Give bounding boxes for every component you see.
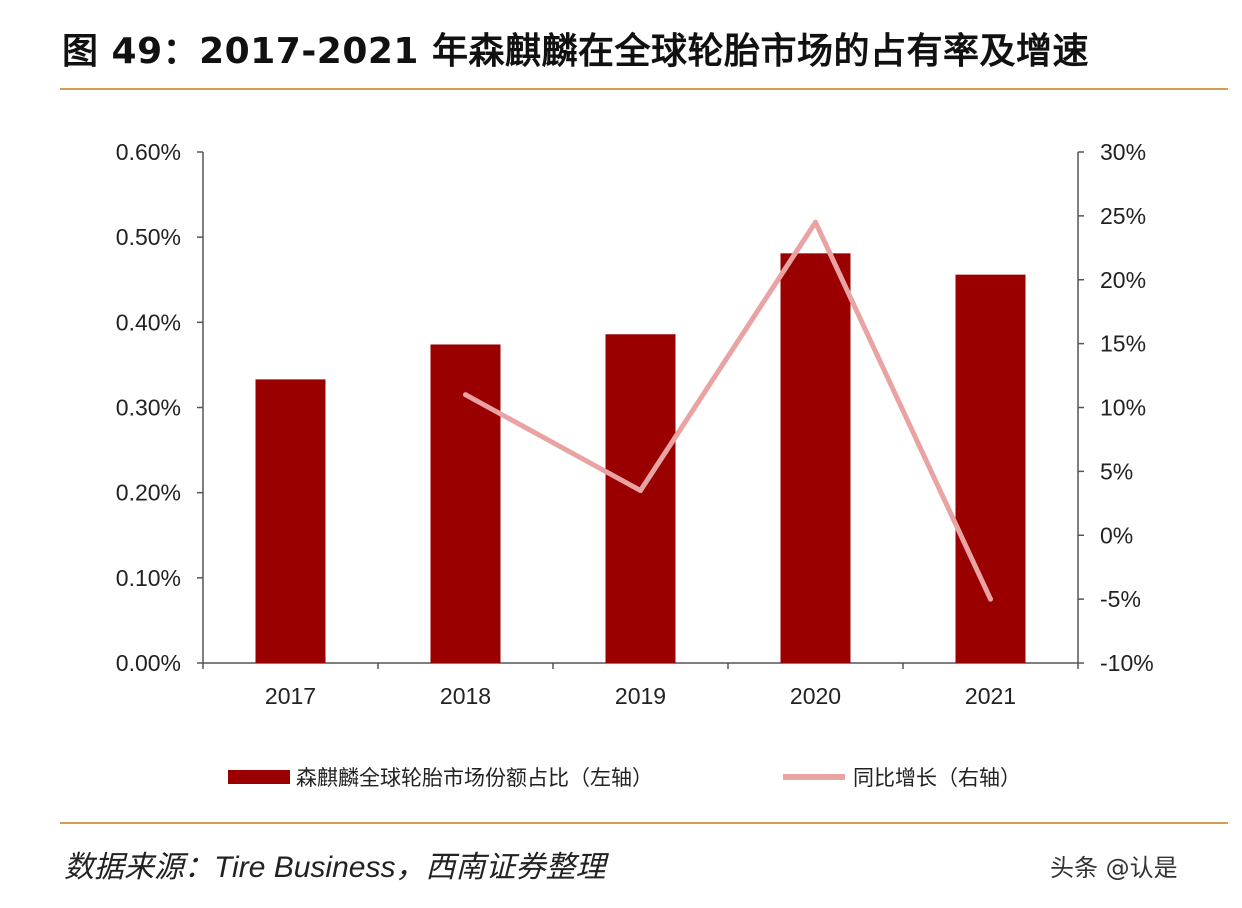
- legend-label-line: 同比增长（右轴）: [853, 766, 1021, 790]
- watermark: 头条 @认是: [1050, 854, 1178, 882]
- left-tick-label: 0.10%: [116, 565, 181, 591]
- left-tick-label: 0.20%: [116, 480, 181, 506]
- legend-label-bar: 森麒麟全球轮胎市场份额占比（左轴）: [296, 766, 653, 790]
- right-tick-label: 25%: [1100, 203, 1146, 229]
- left-tick-label: 0.50%: [116, 224, 181, 250]
- bar-2020: [780, 253, 851, 663]
- left-tick-label: 0.00%: [116, 650, 181, 676]
- left-tick-label: 0.60%: [116, 139, 181, 165]
- bar-2017: [255, 379, 326, 663]
- growth-line: [463, 219, 993, 602]
- growth-point-2020: [813, 219, 818, 225]
- left-tick-label: 0.30%: [116, 395, 181, 421]
- right-tick-label: -10%: [1100, 650, 1154, 676]
- right-tick-label: 15%: [1100, 331, 1146, 357]
- growth-point-2019: [638, 488, 643, 494]
- top-divider: [60, 88, 1228, 90]
- right-tick-label: 5%: [1100, 458, 1133, 484]
- bar-series: [255, 253, 1026, 663]
- right-tick-label: 0%: [1100, 522, 1133, 548]
- right-tick-label: 20%: [1100, 267, 1146, 293]
- bottom-divider: [60, 822, 1228, 824]
- legend: 森麒麟全球轮胎市场份额占比（左轴） 同比增长（右轴）: [228, 766, 1021, 790]
- bar-2019: [605, 334, 676, 663]
- source-publication: Tire Business，: [214, 851, 426, 884]
- x-tick-label: 2021: [965, 683, 1016, 709]
- chart-title: 图 49：2017-2021 年森麒麟在全球轮胎市场的占有率及增速: [62, 31, 1089, 72]
- x-tick-label: 2019: [615, 683, 666, 709]
- left-tick-label: 0.40%: [116, 309, 181, 335]
- source-prefix: 数据来源：: [64, 850, 214, 885]
- x-tick-label: 2020: [790, 683, 841, 709]
- legend-bar-swatch: [228, 770, 290, 784]
- right-tick-label: 30%: [1100, 139, 1146, 165]
- source-note: 数据来源：Tire Business，西南证券整理: [64, 842, 605, 886]
- bar-2021: [955, 274, 1026, 663]
- tick-labels: 0.00% 0.10% 0.20% 0.30% 0.40% 0.50% 0.60% -10% -…: [116, 139, 1154, 709]
- right-tick-label: -5%: [1100, 586, 1141, 612]
- growth-point-2018: [463, 392, 468, 398]
- source-suffix: 西南证券整理: [425, 850, 606, 885]
- x-tick-label: 2017: [265, 683, 316, 709]
- right-tick-label: 10%: [1100, 395, 1146, 421]
- line-series: [463, 219, 993, 602]
- chart: 0.00% 0.10% 0.20% 0.30% 0.40% 0.50% 0.60% -10% -…: [116, 139, 1154, 790]
- growth-point-2021: [988, 596, 993, 602]
- x-tick-label: 2018: [440, 683, 491, 709]
